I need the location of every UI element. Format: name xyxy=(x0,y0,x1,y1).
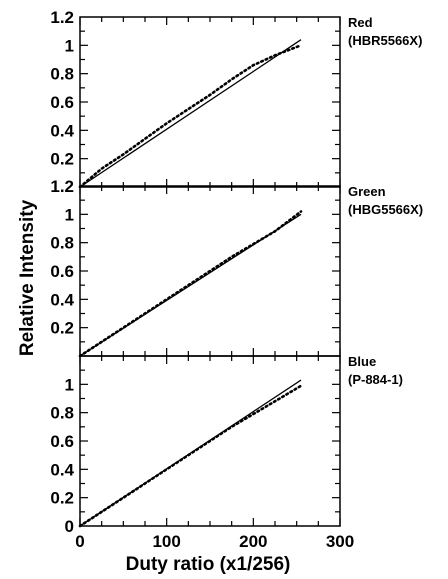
y-tick-label: 0.2 xyxy=(50,150,74,169)
y-tick-label: 0.4 xyxy=(50,121,74,140)
panel-3: 0 0.2 0.4 0.6 0.8 1 Blue (P-884-1) xyxy=(50,354,403,536)
measured-series xyxy=(78,384,303,528)
y-tick-label: 1.2 xyxy=(50,177,74,196)
measured-series xyxy=(78,210,303,358)
x-tick-label: 200 xyxy=(239,532,267,551)
y-tick-label: 0.4 xyxy=(50,290,74,309)
y-tick-label: 0.4 xyxy=(50,460,74,479)
y-tick-label: 0.6 xyxy=(50,432,74,451)
panel-label-model: (HBG5566X) xyxy=(348,202,423,217)
x-tick-label: 100 xyxy=(152,532,180,551)
measured-series xyxy=(78,43,303,189)
y-tick-label: 1.2 xyxy=(50,8,74,27)
y-tick-label: 0.6 xyxy=(50,93,74,112)
y-tick-label: 0.2 xyxy=(50,319,74,338)
y-tick-label: 1 xyxy=(65,36,74,55)
ideal-line xyxy=(79,39,302,188)
panel-label-name: Blue xyxy=(348,354,376,369)
y-tick-label: 1 xyxy=(65,205,74,224)
y-tick-label: 0.8 xyxy=(50,234,74,253)
y-tick-label: 0.8 xyxy=(50,65,74,84)
y-axis-title: Relative Intensity xyxy=(17,199,38,356)
y-tick-label: 0.6 xyxy=(50,262,74,281)
panel-label-name: Red xyxy=(348,15,373,30)
panel-label-name: Green xyxy=(348,184,386,199)
panel-label-model: (HBR5566X) xyxy=(348,33,422,48)
panel-label-model: (P-884-1) xyxy=(348,372,403,387)
y-tick-label: 0.2 xyxy=(50,489,74,508)
panels: 0.20.40.60.811.2 Red(HBR5566X)0.20.40.60.… xyxy=(50,8,423,551)
y-tick-label: 1 xyxy=(65,375,74,394)
x-tick-label: 300 xyxy=(326,532,354,551)
panel-1: 0.2 0.4 0.6 0.8 1 1.2 Red (HBR5566X) xyxy=(50,8,422,189)
panel-2: 0.2 0.4 0.6 0.8 1 1.2 Green (HBG5566X) xyxy=(50,177,423,358)
x-axis-title: Duty ratio (x1/256) xyxy=(126,554,291,575)
y-tick-label: 0.8 xyxy=(50,404,74,423)
y-tick-label: 0 xyxy=(65,517,74,536)
x-tick-label: 0 xyxy=(75,532,84,551)
